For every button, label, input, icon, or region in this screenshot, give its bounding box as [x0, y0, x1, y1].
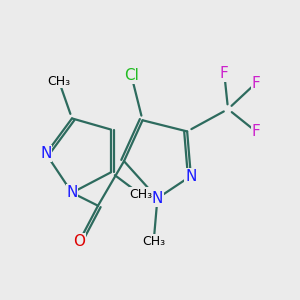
- Text: N: N: [40, 146, 52, 161]
- Text: O: O: [74, 233, 86, 248]
- Text: CH₃: CH₃: [47, 75, 70, 88]
- Text: CH₃: CH₃: [129, 188, 152, 201]
- Text: CH₃: CH₃: [142, 235, 165, 248]
- Text: N: N: [185, 169, 196, 184]
- Text: N: N: [66, 185, 78, 200]
- Text: F: F: [251, 76, 260, 91]
- Text: Cl: Cl: [124, 68, 139, 83]
- Text: F: F: [220, 66, 229, 81]
- Text: F: F: [251, 124, 260, 139]
- Text: N: N: [152, 191, 163, 206]
